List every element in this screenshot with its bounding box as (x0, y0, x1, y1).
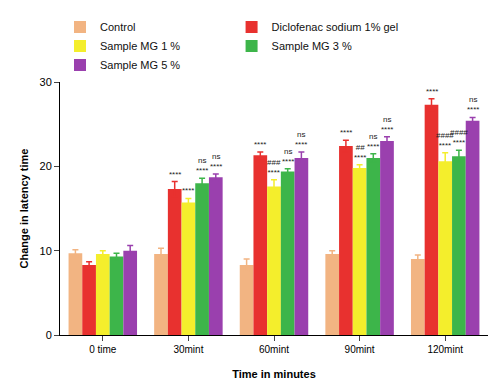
svg-text:90mint: 90mint (345, 344, 375, 355)
svg-text:ns****: ns**** (196, 156, 208, 175)
svg-text:ns****: ns**** (295, 130, 307, 149)
svg-text:Diclofenac sodium 1% gel: Diclofenac sodium 1% gel (272, 21, 399, 33)
svg-text:****: **** (254, 140, 266, 149)
svg-text:####****: ####**** (450, 128, 468, 147)
svg-text:30mint: 30mint (173, 344, 203, 355)
svg-text:Sample MG 1 %: Sample MG 1 % (100, 40, 180, 52)
svg-text:****: **** (182, 186, 194, 195)
svg-text:****: **** (169, 170, 181, 179)
svg-text:Control: Control (100, 21, 135, 33)
svg-text:****: **** (426, 87, 438, 96)
svg-text:Sample MG 3 %: Sample MG 3 % (272, 40, 352, 52)
svg-text:0 time: 0 time (89, 344, 117, 355)
svg-text:ns****: ns**** (367, 132, 379, 151)
svg-text:****: **** (340, 128, 352, 137)
svg-text:120mint: 120mint (427, 344, 463, 355)
svg-text:0: 0 (46, 329, 52, 341)
svg-text:60mint: 60mint (259, 344, 289, 355)
svg-text:ns****: ns**** (282, 147, 294, 166)
svg-text:Time in minutes: Time in minutes (232, 368, 316, 380)
svg-text:10: 10 (40, 245, 52, 257)
svg-text:ns****: ns**** (381, 115, 393, 134)
svg-text:20: 20 (40, 160, 52, 172)
svg-text:Change in latency time: Change in latency time (18, 149, 30, 269)
svg-text:Sample MG 5 %: Sample MG 5 % (100, 59, 180, 71)
svg-text:ns****: ns**** (210, 152, 222, 171)
svg-text:####****: ####**** (436, 131, 454, 150)
svg-text:30: 30 (40, 76, 52, 88)
svg-text:ns****: ns**** (467, 95, 479, 114)
svg-text:##****: ##**** (354, 143, 366, 162)
svg-text:###****: ###**** (267, 158, 281, 177)
